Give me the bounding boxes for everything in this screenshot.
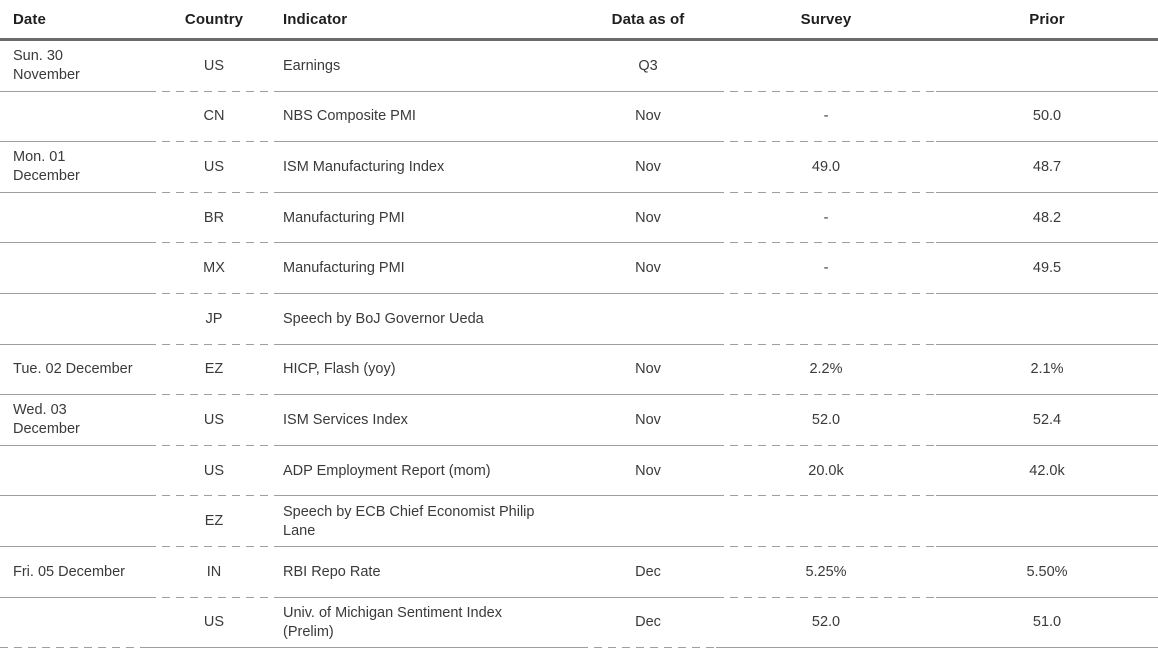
cell-indicator: ADP Employment Report (mom)	[280, 445, 580, 497]
cell-country: MX	[148, 243, 280, 294]
cell-prior: 50.0	[936, 91, 1158, 143]
cell-survey	[716, 41, 936, 92]
cell-prior: 42.0k	[936, 445, 1158, 497]
cell-indicator: ISM Manufacturing Index	[280, 142, 580, 193]
cell-indicator: Earnings	[280, 41, 580, 92]
table-row: BR Manufacturing PMI Nov -48.2	[0, 192, 1158, 244]
table-row: Wed. 03 December US ISM Services Index Nov 5…	[0, 395, 1158, 446]
cell-country: US	[148, 41, 280, 92]
cell-country: BR	[148, 192, 280, 244]
cell-survey: 5.25%	[716, 546, 936, 598]
column-header-survey: Survey	[716, 0, 936, 41]
cell-prior	[936, 496, 1158, 547]
cell-prior	[936, 293, 1158, 345]
table-row: Tue. 02 December EZ HICP, Flash (yoy) Nov 2.…	[0, 344, 1158, 396]
cell-data_as_of: Nov	[580, 192, 716, 244]
cell-date: Tue. 02 December	[0, 344, 148, 396]
cell-country: EZ	[148, 344, 280, 396]
cell-data_as_of: Nov	[580, 344, 716, 396]
cell-survey: 49.0	[716, 142, 936, 193]
cell-data_as_of: Dec	[580, 546, 716, 598]
cell-survey: 52.0	[716, 395, 936, 446]
table-row: Fri. 05 December IN RBI Repo Rate Dec 5.25% 5…	[0, 546, 1158, 598]
cell-data_as_of: Nov	[580, 395, 716, 446]
cell-prior: 51.0	[936, 597, 1158, 649]
cell-survey: -	[716, 192, 936, 244]
cell-date	[0, 243, 148, 294]
cell-date	[0, 496, 148, 547]
cell-survey: 2.2%	[716, 344, 936, 396]
column-header-prior: Prior	[936, 0, 1158, 41]
cell-country: IN	[148, 546, 280, 598]
cell-indicator: NBS Composite PMI	[280, 91, 580, 143]
cell-indicator: HICP, Flash (yoy)	[280, 344, 580, 396]
cell-survey: 20.0k	[716, 445, 936, 497]
cell-country: JP	[148, 293, 280, 345]
cell-date	[0, 597, 148, 649]
cell-indicator: Manufacturing PMI	[280, 192, 580, 244]
cell-date: Sun. 30 November	[0, 41, 148, 92]
cell-indicator: RBI Repo Rate	[280, 546, 580, 598]
cell-indicator: Speech by ECB Chief Economist Philip Lan…	[280, 496, 580, 547]
table-row: EZ Speech by ECB Chief Economist Philip L…	[0, 496, 1158, 547]
column-header-country: Country	[148, 0, 280, 41]
cell-country: US	[148, 395, 280, 446]
cell-country: CN	[148, 91, 280, 143]
cell-prior: 48.7	[936, 142, 1158, 193]
header-row: Date Country Indicator Data as of Survey Prio…	[0, 0, 1158, 41]
cell-prior	[936, 41, 1158, 92]
cell-country: US	[148, 142, 280, 193]
table-row: CN NBS Composite PMI Nov -50.0	[0, 91, 1158, 143]
table-row: US ADP Employment Report (mom) Nov 20.0k 42.…	[0, 445, 1158, 497]
cell-prior: 2.1%	[936, 344, 1158, 396]
column-header-indicator: Indicator	[280, 0, 580, 41]
column-header-data_as_of: Data as of	[580, 0, 716, 41]
cell-survey: -	[716, 91, 936, 143]
cell-data_as_of: Dec	[580, 597, 716, 649]
cell-data_as_of: Nov	[580, 445, 716, 497]
cell-date	[0, 293, 148, 345]
cell-survey	[716, 496, 936, 547]
cell-date	[0, 91, 148, 143]
cell-data_as_of: Nov	[580, 243, 716, 294]
cell-date	[0, 445, 148, 497]
cell-data_as_of	[580, 496, 716, 547]
cell-survey	[716, 293, 936, 345]
cell-date: Fri. 05 December	[0, 546, 148, 598]
table-body: Sun. 30 November US Earnings Q3 CN NBS Compos…	[0, 41, 1158, 649]
cell-prior: 48.2	[936, 192, 1158, 244]
cell-indicator: Univ. of Michigan Sentiment Index (Preli…	[280, 597, 580, 649]
cell-data_as_of	[580, 293, 716, 345]
cell-data_as_of: Q3	[580, 41, 716, 92]
table-row: Sun. 30 November US Earnings Q3	[0, 41, 1158, 92]
table-row: US Univ. of Michigan Sentiment Index (Pre…	[0, 597, 1158, 649]
cell-prior: 5.50%	[936, 546, 1158, 598]
cell-indicator: Manufacturing PMI	[280, 243, 580, 294]
cell-date: Mon. 01 December	[0, 142, 148, 193]
cell-prior: 49.5	[936, 243, 1158, 294]
table-row: MX Manufacturing PMI Nov -49.5	[0, 243, 1158, 294]
cell-prior: 52.4	[936, 395, 1158, 446]
cell-country: US	[148, 445, 280, 497]
cell-data_as_of: Nov	[580, 91, 716, 143]
cell-country: EZ	[148, 496, 280, 547]
table-row: JP Speech by BoJ Governor Ueda	[0, 293, 1158, 345]
cell-indicator: Speech by BoJ Governor Ueda	[280, 293, 580, 345]
cell-data_as_of: Nov	[580, 142, 716, 193]
column-header-date: Date	[0, 0, 148, 41]
cell-date	[0, 192, 148, 244]
cell-survey: -	[716, 243, 936, 294]
cell-indicator: ISM Services Index	[280, 395, 580, 446]
table-row: Mon. 01 December US ISM Manufacturing Inde…	[0, 142, 1158, 193]
cell-country: US	[148, 597, 280, 649]
cell-survey: 52.0	[716, 597, 936, 649]
cell-date: Wed. 03 December	[0, 395, 148, 446]
